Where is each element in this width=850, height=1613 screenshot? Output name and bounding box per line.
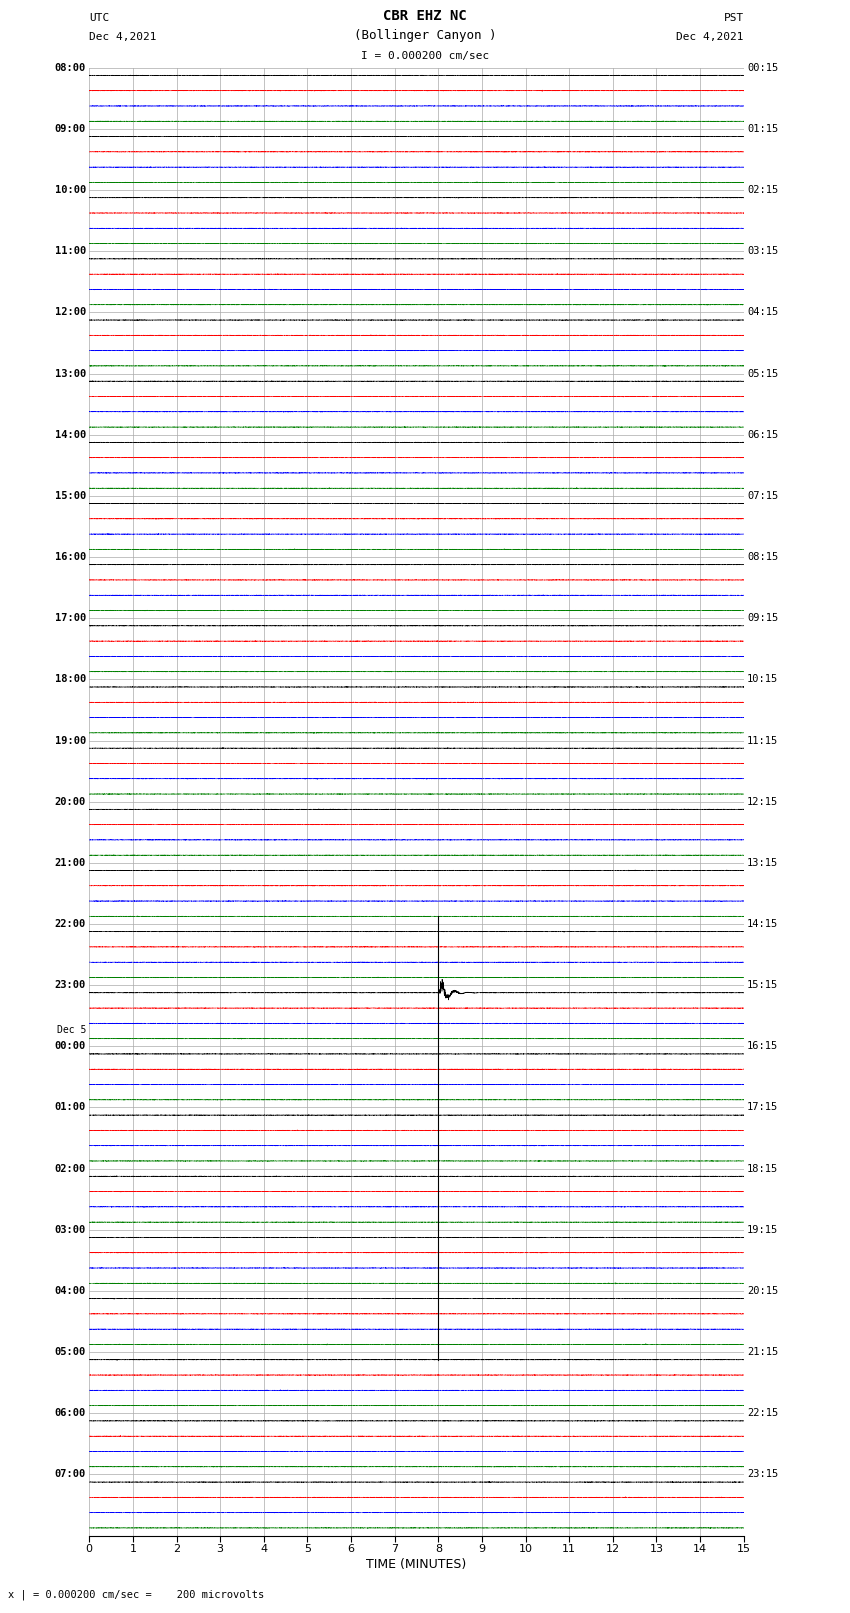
Text: (Bollinger Canyon ): (Bollinger Canyon ) [354, 29, 496, 42]
Text: 07:00: 07:00 [54, 1469, 86, 1479]
Text: 06:00: 06:00 [54, 1408, 86, 1418]
Text: Dec 4,2021: Dec 4,2021 [677, 32, 744, 42]
Text: 14:00: 14:00 [54, 429, 86, 440]
Text: 09:00: 09:00 [54, 124, 86, 134]
Text: 20:15: 20:15 [747, 1286, 779, 1295]
Text: 04:15: 04:15 [747, 308, 779, 318]
Text: 22:15: 22:15 [747, 1408, 779, 1418]
Text: 02:00: 02:00 [54, 1163, 86, 1174]
Text: 17:00: 17:00 [54, 613, 86, 623]
Text: 01:00: 01:00 [54, 1102, 86, 1113]
Text: 15:15: 15:15 [747, 981, 779, 990]
Text: 19:00: 19:00 [54, 736, 86, 745]
Text: 04:00: 04:00 [54, 1286, 86, 1295]
Text: 16:00: 16:00 [54, 552, 86, 561]
Text: 15:00: 15:00 [54, 490, 86, 502]
Text: 07:15: 07:15 [747, 490, 779, 502]
Text: 20:00: 20:00 [54, 797, 86, 806]
Text: Dec 5: Dec 5 [57, 1024, 86, 1034]
Text: x | = 0.000200 cm/sec =    200 microvolts: x | = 0.000200 cm/sec = 200 microvolts [8, 1589, 264, 1600]
Text: 08:00: 08:00 [54, 63, 86, 73]
Text: 03:15: 03:15 [747, 247, 779, 256]
Text: 13:00: 13:00 [54, 368, 86, 379]
Text: PST: PST [723, 13, 744, 23]
Text: 03:00: 03:00 [54, 1224, 86, 1236]
Text: 12:00: 12:00 [54, 308, 86, 318]
Text: 13:15: 13:15 [747, 858, 779, 868]
Text: 05:15: 05:15 [747, 368, 779, 379]
Text: 19:15: 19:15 [747, 1224, 779, 1236]
Text: I = 0.000200 cm/sec: I = 0.000200 cm/sec [361, 52, 489, 61]
Text: 23:00: 23:00 [54, 981, 86, 990]
X-axis label: TIME (MINUTES): TIME (MINUTES) [366, 1558, 467, 1571]
Text: UTC: UTC [89, 13, 110, 23]
Text: 21:00: 21:00 [54, 858, 86, 868]
Text: 09:15: 09:15 [747, 613, 779, 623]
Text: 12:15: 12:15 [747, 797, 779, 806]
Text: Dec 4,2021: Dec 4,2021 [89, 32, 156, 42]
Text: 22:00: 22:00 [54, 919, 86, 929]
Text: 02:15: 02:15 [747, 185, 779, 195]
Text: CBR EHZ NC: CBR EHZ NC [383, 8, 467, 23]
Text: 16:15: 16:15 [747, 1042, 779, 1052]
Text: 01:15: 01:15 [747, 124, 779, 134]
Text: 00:15: 00:15 [747, 63, 779, 73]
Text: 08:15: 08:15 [747, 552, 779, 561]
Text: 10:00: 10:00 [54, 185, 86, 195]
Text: 11:00: 11:00 [54, 247, 86, 256]
Text: 17:15: 17:15 [747, 1102, 779, 1113]
Text: 18:00: 18:00 [54, 674, 86, 684]
Text: 00:00: 00:00 [54, 1042, 86, 1052]
Text: 10:15: 10:15 [747, 674, 779, 684]
Text: 06:15: 06:15 [747, 429, 779, 440]
Text: 21:15: 21:15 [747, 1347, 779, 1357]
Text: 14:15: 14:15 [747, 919, 779, 929]
Text: 05:00: 05:00 [54, 1347, 86, 1357]
Text: 18:15: 18:15 [747, 1163, 779, 1174]
Text: 23:15: 23:15 [747, 1469, 779, 1479]
Text: 11:15: 11:15 [747, 736, 779, 745]
